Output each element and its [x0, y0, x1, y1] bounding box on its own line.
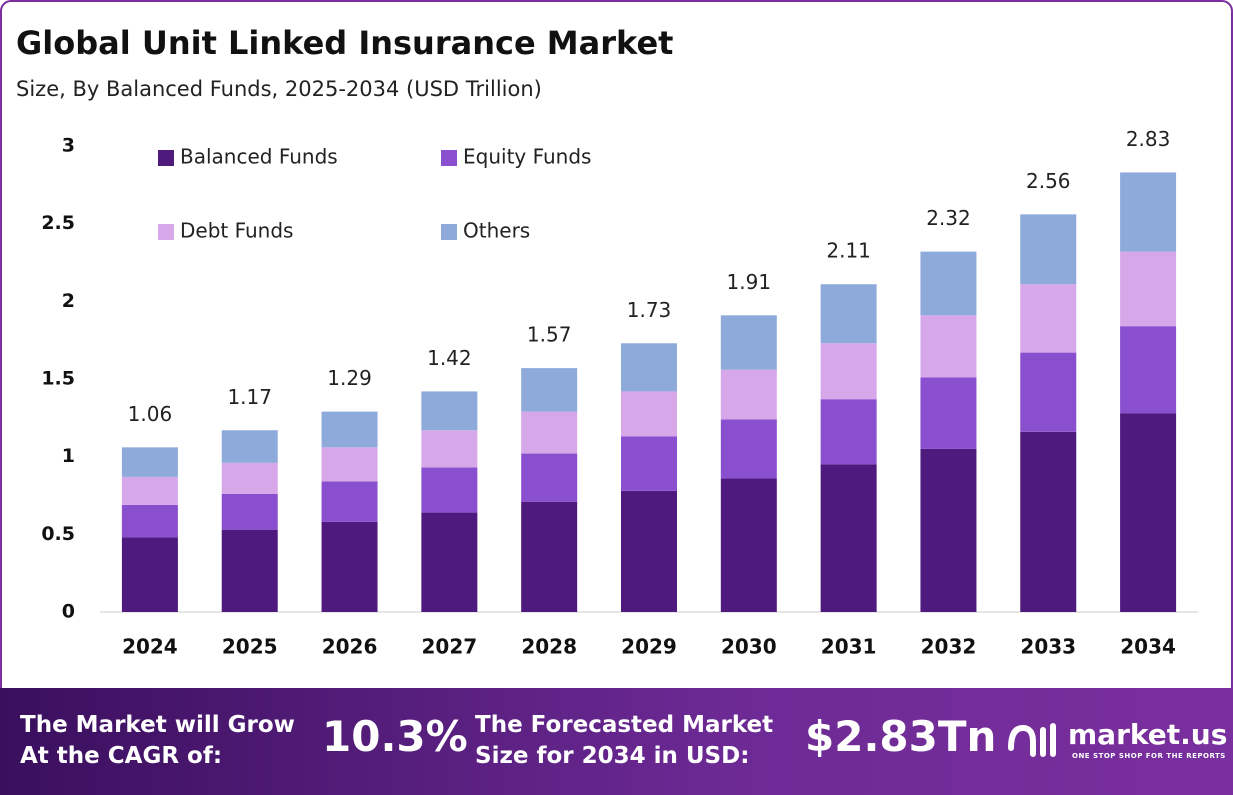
total-label: 2.83 [1126, 127, 1171, 151]
chart-title: Global Unit Linked Insurance Market [16, 24, 673, 62]
bar-segment [621, 436, 677, 491]
total-label: 1.17 [227, 385, 272, 409]
total-label: 1.91 [727, 270, 772, 294]
bar-segment [920, 377, 977, 449]
y-tick-label: 2.5 [41, 212, 75, 234]
brand: market.us [1068, 718, 1228, 751]
bar-segment [521, 411, 578, 454]
x-tick-label: 2027 [422, 635, 478, 659]
bar-segment [1020, 431, 1077, 612]
legend-label: Others [463, 219, 530, 243]
size-value: $2.83Tn [805, 712, 997, 761]
bar-segment [1120, 326, 1177, 414]
legend-swatch [441, 224, 457, 240]
bar-segment [621, 490, 677, 612]
text: At the CAGR of: [20, 743, 223, 769]
logo-icon [1008, 723, 1056, 757]
bar-segment [820, 343, 877, 400]
total-label: 2.56 [1026, 169, 1071, 193]
bar-segment [1020, 214, 1077, 285]
bar-segment [421, 391, 478, 431]
bar-segment [221, 462, 278, 494]
bar-segment [321, 411, 378, 448]
bar-segment [221, 529, 278, 612]
bar-segment [1120, 251, 1177, 327]
x-tick-label: 2032 [921, 635, 977, 659]
bar-segment [321, 447, 378, 482]
bar-segment [221, 430, 278, 463]
bar-segment [621, 391, 677, 437]
bar-segment [321, 481, 378, 522]
bar-segment [621, 343, 677, 392]
total-label: 1.42 [427, 346, 472, 370]
x-tick-label: 2028 [521, 635, 577, 659]
y-tick-label: 0.5 [41, 523, 75, 545]
chart-subtitle: Size, By Balanced Funds, 2025-2034 (USD … [16, 77, 542, 101]
bar-segment [1020, 352, 1077, 432]
bar-segment [1120, 172, 1177, 252]
total-label: 2.32 [926, 206, 971, 230]
bar-segment [720, 369, 777, 420]
bar-segment [121, 504, 178, 538]
bar-segment [121, 476, 178, 505]
legend-label: Debt Funds [180, 219, 293, 243]
total-label: 1.57 [527, 323, 572, 347]
x-tick-label: 2031 [821, 635, 877, 659]
legend-label: Balanced Funds [180, 145, 338, 169]
bar-segment [1020, 284, 1077, 353]
bar-segment [521, 453, 578, 502]
bar-segment [720, 315, 777, 370]
bar-segment [820, 399, 877, 465]
bar-segment [720, 478, 777, 612]
bar-segment [421, 430, 478, 468]
bar-segment [221, 493, 278, 530]
bar-segment [421, 467, 478, 513]
x-tick-label: 2024 [122, 635, 178, 659]
x-tick-label: 2033 [1020, 635, 1076, 659]
y-tick-label: 1 [62, 445, 75, 467]
bar-segment [321, 521, 378, 612]
bar-segment [521, 368, 578, 412]
bar-segment [121, 537, 178, 612]
y-tick-label: 2 [62, 290, 75, 312]
tagline: ONE STOP SHOP FOR THE REPORTS [1072, 752, 1226, 760]
bar-segment [920, 448, 977, 612]
size-label: The Forecasted Market Size for 2034 in US… [475, 710, 773, 772]
bar-segment [1120, 413, 1177, 612]
bar-segment [521, 501, 578, 612]
x-tick-label: 2030 [721, 635, 777, 659]
legend-swatch [441, 150, 457, 166]
legend-label: Equity Funds [463, 145, 591, 169]
bar-segment [720, 419, 777, 479]
total-label: 1.73 [627, 298, 672, 322]
cagr-value: 10.3% [322, 712, 468, 761]
cagr-label: The Market will Grow At the CAGR of: [20, 710, 295, 772]
bar-segment [820, 464, 877, 612]
total-label: 1.29 [327, 366, 372, 390]
y-tick-label: 3 [62, 135, 75, 157]
legend-swatch [158, 224, 174, 240]
footer [0, 688, 1233, 795]
legend-swatch [158, 150, 174, 166]
total-label: 2.11 [826, 239, 871, 263]
bar-segment [820, 284, 877, 344]
x-tick-label: 2026 [322, 635, 378, 659]
x-tick-label: 2034 [1120, 635, 1176, 659]
text: The Market will Grow [20, 712, 295, 738]
bar-segment [920, 251, 977, 316]
total-label: 1.06 [128, 402, 173, 426]
bar-segment [421, 512, 478, 612]
y-tick-label: 1.5 [41, 368, 75, 390]
x-tick-label: 2029 [621, 635, 677, 659]
text: The Forecasted Market [475, 712, 774, 738]
x-tick-label: 2025 [222, 635, 278, 659]
text: Size for 2034 in USD: [475, 743, 750, 769]
bar-segment [920, 315, 977, 378]
y-tick-label: 0 [62, 601, 75, 623]
bar-segment [121, 447, 178, 477]
